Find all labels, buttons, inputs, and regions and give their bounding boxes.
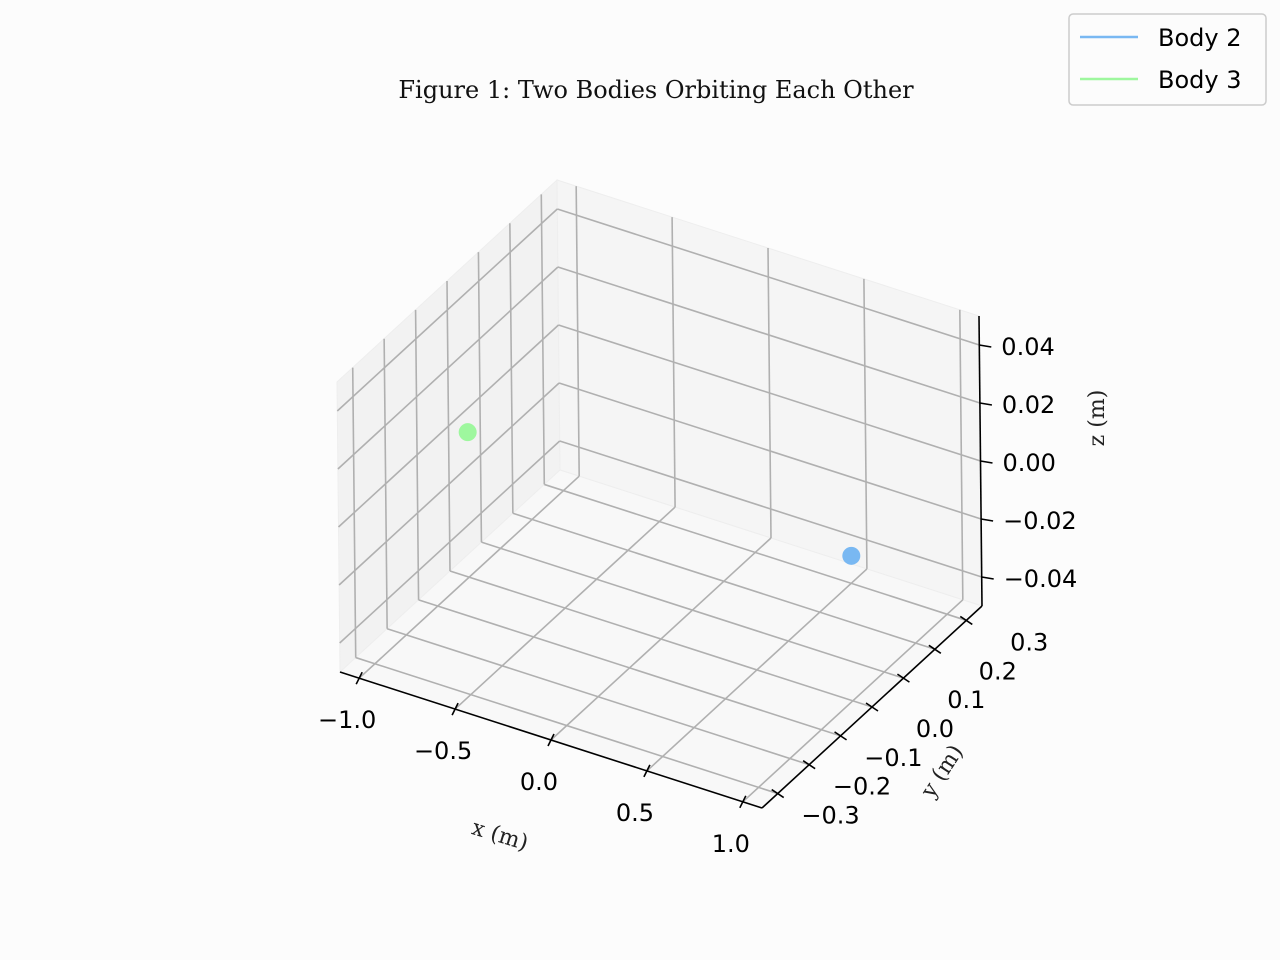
z-axis-label: z (m) <box>1085 390 1110 447</box>
x-tick-label: 0.5 <box>616 799 654 827</box>
grid-line-y-floor <box>481 541 904 679</box>
x-tick-label: 1.0 <box>712 830 750 858</box>
z-tick-mark <box>980 518 994 522</box>
x-tick-label: 0.0 <box>520 768 558 796</box>
grid-line-y-floor <box>418 599 841 737</box>
x-tick-mark <box>547 733 555 747</box>
legend: Body 2 Body 3 <box>1068 13 1267 106</box>
z-tick-label: 0.00 <box>1003 449 1056 477</box>
grid-line-z-left <box>337 266 559 470</box>
z-tick-mark <box>979 402 993 406</box>
grid-line-y-floor <box>512 512 936 651</box>
chart-title: Figure 1: Two Bodies Orbiting Each Other <box>398 76 914 104</box>
grid-line-z-back <box>558 382 982 520</box>
grid-line-y-floor <box>355 656 778 795</box>
grid-line-y-floor <box>544 483 967 622</box>
z-tick-label: −0.02 <box>1003 507 1077 535</box>
y-tick-mark <box>865 702 879 712</box>
y-axis-label: y (m) <box>916 741 969 804</box>
y-tick-mark <box>959 615 973 626</box>
x-tick-mark <box>739 795 747 809</box>
y-tick-label: −0.3 <box>801 802 859 830</box>
y-tick-mark <box>928 644 942 654</box>
z-tick-mark <box>979 344 992 348</box>
y-tick-label: 0.1 <box>947 686 985 714</box>
grid-line-z-left <box>338 382 560 586</box>
z-axis-ticks: −0.04 −0.02 0.00 0.02 0.04 <box>979 333 1077 593</box>
grid-line-z-left <box>337 324 560 528</box>
axis-panes <box>336 178 983 809</box>
y-tick-label: −0.1 <box>864 744 922 772</box>
y-tick-mark <box>834 731 848 741</box>
data-points <box>458 423 861 565</box>
z-tick-mark <box>981 576 994 580</box>
x-tick-label: −1.0 <box>318 706 376 734</box>
z-tick-label: −0.04 <box>1004 565 1078 593</box>
data-point-body-3 <box>458 423 477 442</box>
grid-line-z-back <box>557 208 980 346</box>
y-tick-mark <box>771 788 785 799</box>
data-point-body-2 <box>842 546 861 565</box>
x-tick-mark <box>643 764 651 778</box>
z-tick-label: 0.02 <box>1002 391 1055 419</box>
grid-line-z-back <box>557 266 981 404</box>
x-tick-mark <box>355 671 363 685</box>
y-tick-mark <box>802 760 816 770</box>
y-tick-mark <box>896 673 910 683</box>
grid-line-y-floor <box>386 627 810 766</box>
grid-lines <box>336 186 982 803</box>
y-axis-ticks: −0.3−0.2−0.10.00.10.20.3 <box>771 615 1048 830</box>
x-axis-ticks: −1.0 −0.5 0.0 0.5 1.0 <box>318 671 750 858</box>
grid-line-z-left <box>339 440 561 644</box>
y-tick-label: 0.2 <box>979 657 1017 685</box>
x-axis-label: x (m) <box>469 815 531 856</box>
y-tick-label: −0.2 <box>833 773 891 801</box>
x-tick-mark <box>451 702 459 716</box>
z-tick-mark <box>980 460 993 464</box>
grid-line-y-floor <box>449 570 873 708</box>
grid-line-z-left <box>336 208 558 412</box>
z-tick-label: 0.04 <box>1001 333 1054 361</box>
grid-line-z-back <box>558 324 981 462</box>
y-tick-label: 0.3 <box>1010 628 1048 656</box>
legend-label-body-2: Body 2 <box>1158 24 1241 52</box>
x-tick-label: −0.5 <box>414 737 472 765</box>
y-tick-label: 0.0 <box>916 715 954 743</box>
legend-label-body-3: Body 3 <box>1158 66 1241 94</box>
grid-line-z-back <box>559 440 982 578</box>
